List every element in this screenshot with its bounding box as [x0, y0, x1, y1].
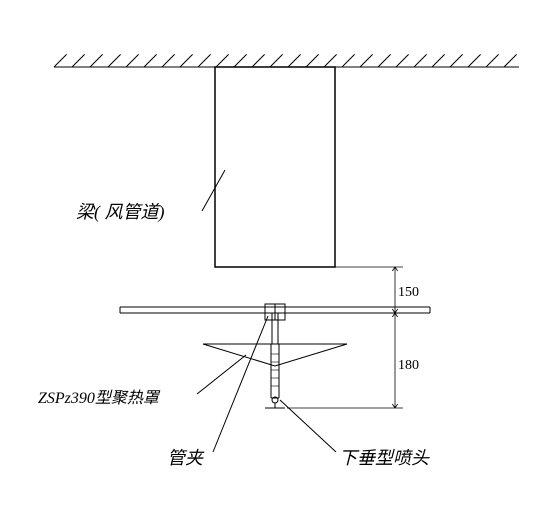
- ceiling-line: [54, 54, 519, 67]
- dim-150-label: 150: [398, 285, 419, 301]
- dim-180-label: 180: [398, 358, 419, 374]
- heat-collector-label: ZSPz390型聚热罩: [38, 384, 159, 408]
- pendant-sprinkler-label: 下垂型喷头: [339, 444, 429, 470]
- diagram-canvas: [0, 0, 560, 507]
- pipe-clamp-label: 管夹: [167, 444, 203, 470]
- heat-collector-shape: [203, 344, 347, 366]
- beam-rect: [215, 67, 335, 267]
- dimension-lines: [287, 267, 403, 408]
- beam-label: 梁( 风管道): [76, 198, 165, 224]
- pipe-clamp-shape: [265, 304, 285, 320]
